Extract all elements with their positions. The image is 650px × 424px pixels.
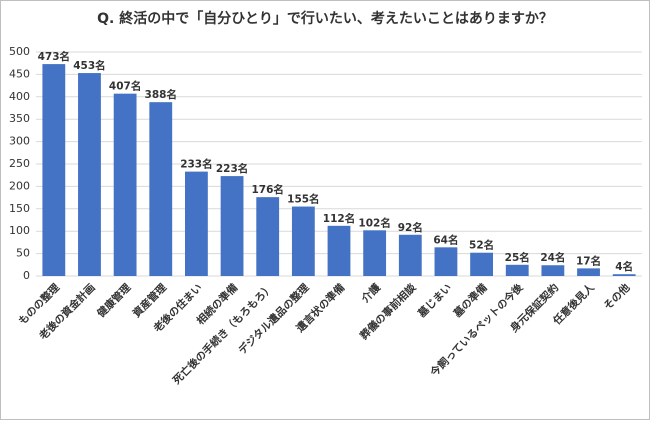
bar [434,247,458,276]
value-label: 92名 [398,221,423,234]
bar [185,171,208,276]
y-tick-label: 500 [9,45,30,58]
value-label: 112名 [323,212,355,225]
value-label: 407名 [109,80,141,93]
value-label: 473名 [38,50,70,63]
bar [149,102,173,277]
bar [363,230,387,276]
bar [541,265,565,276]
y-tick-label: 50 [16,247,30,260]
y-tick-label: 0 [23,269,30,282]
value-label: 25名 [505,251,530,264]
value-label: 102名 [358,216,390,229]
bar [505,264,529,276]
y-tick-label: 300 [9,135,30,148]
y-tick-label: 100 [9,224,30,237]
bar [220,176,244,276]
bar [78,73,101,276]
y-tick-label: 250 [9,157,30,170]
value-label: 223名 [216,162,248,175]
value-label: 17名 [576,254,601,267]
value-label: 64名 [433,233,458,246]
value-label: 233名 [180,158,212,171]
y-tick-label: 400 [9,90,30,103]
bar [470,252,493,276]
y-tick-label: 350 [9,112,30,125]
y-tick-label: 200 [9,179,30,192]
value-label: 388名 [145,88,177,101]
bar [577,268,600,276]
bar [256,197,280,276]
y-tick-label: 150 [9,202,30,215]
value-label: 4名 [615,260,633,273]
value-label: 453名 [73,59,105,72]
value-label: 176名 [251,183,283,196]
bar [612,274,636,276]
bar [113,93,137,276]
chart-title: Q. 終活の中で「自分ひとり」で行いたい、考えたいことはありますか？ [97,10,553,27]
bar [327,225,351,276]
bar [291,206,315,276]
value-label: 155名 [287,193,319,206]
bar [398,234,422,276]
value-label: 52名 [469,239,494,252]
value-label: 24名 [540,251,565,264]
y-tick-label: 450 [9,67,30,80]
bar [42,64,66,276]
